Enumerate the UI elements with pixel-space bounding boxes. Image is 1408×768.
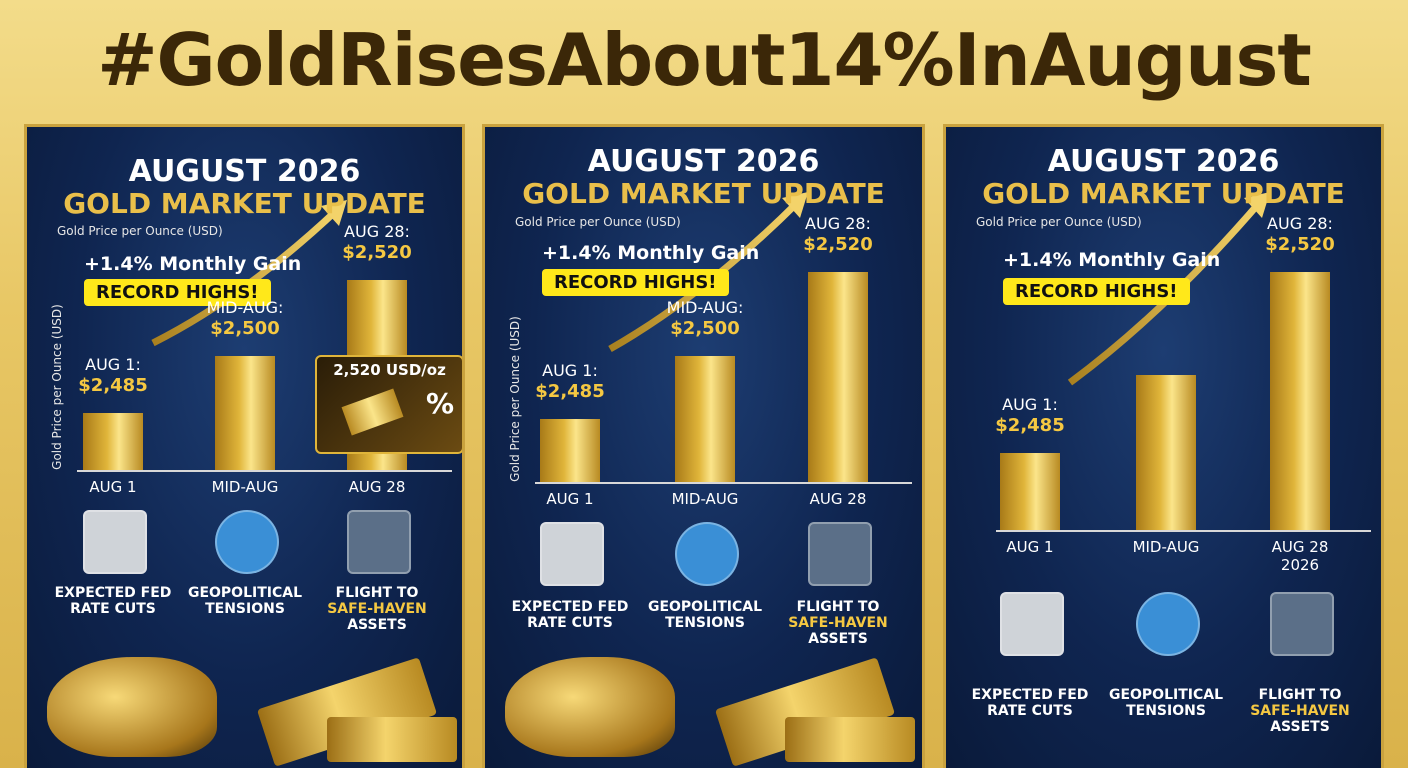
factor-label: RATE CUTS bbox=[527, 615, 613, 631]
factor-icon bbox=[675, 522, 739, 586]
panel-title: AUGUST 2026 bbox=[1047, 144, 1280, 179]
bar bbox=[1270, 272, 1330, 530]
axis-line bbox=[77, 470, 452, 472]
factor-label: SAFE-HAVEN bbox=[1250, 703, 1350, 719]
factor-label: GEOPOLITICAL bbox=[647, 599, 763, 615]
point-label: AUG 1: bbox=[1002, 394, 1058, 414]
factor-label: EXPECTED FED bbox=[511, 599, 629, 615]
factor-label: FLIGHT TO bbox=[796, 599, 880, 615]
annotation: +1.4% Monthly Gain bbox=[1003, 249, 1221, 271]
panel-title: AUGUST 2026 bbox=[587, 144, 820, 179]
panel-subtitle: GOLD MARKET UPDATE bbox=[63, 187, 426, 220]
factor-icon bbox=[540, 522, 604, 586]
chart-note: Gold Price per Ounce (USD) bbox=[976, 215, 1142, 229]
factor-label: FLIGHT TO bbox=[1258, 687, 1342, 703]
point-label: MID-AUG: bbox=[206, 298, 284, 317]
bar bbox=[808, 272, 868, 482]
bar bbox=[215, 356, 275, 470]
price-badge: 2,520 USD/oz% bbox=[315, 355, 462, 454]
x-tick-label: AUG 1 bbox=[1006, 538, 1054, 556]
main-title: #GoldRisesAbout14%InAugust bbox=[97, 18, 1312, 102]
annotation-badge: RECORD HIGHS! bbox=[542, 269, 729, 296]
value-label: $2,485 bbox=[995, 414, 1065, 436]
gold-bars-decoration bbox=[785, 717, 915, 762]
badge-text: 2,520 USD/oz bbox=[333, 361, 446, 379]
point-label: AUG 28: bbox=[805, 214, 871, 233]
panel: AUGUST 2026 GOLD MARKET UPDATE Gold Price … bbox=[27, 127, 462, 768]
bull-decoration bbox=[47, 657, 217, 757]
factor-label: EXPECTED FED bbox=[54, 585, 172, 601]
bar bbox=[1136, 375, 1196, 530]
point-label: MID-AUG: bbox=[666, 298, 744, 317]
point-label: AUG 28: bbox=[1267, 214, 1333, 233]
factor-label: FLIGHT TO bbox=[335, 585, 419, 601]
x-tick-label: AUG 28 bbox=[348, 478, 406, 496]
x-tick-label: AUG 28 bbox=[809, 490, 867, 508]
gold-bars-decoration bbox=[327, 717, 457, 762]
factor-icon bbox=[1270, 592, 1334, 656]
value-label: $2,520 bbox=[1265, 234, 1335, 255]
factor-label: SAFE-HAVEN bbox=[327, 601, 427, 617]
panel: AUGUST 2026 GOLD MARKET UPDATE Gold Price … bbox=[946, 127, 1381, 768]
factor-label: EXPECTED FED bbox=[971, 687, 1089, 703]
chart-note: Gold Price per Ounce (USD) bbox=[57, 224, 223, 238]
gold-bar-icon bbox=[341, 388, 404, 436]
bull-decoration bbox=[505, 657, 675, 757]
value-label: $2,520 bbox=[803, 234, 873, 255]
factor-label: TENSIONS bbox=[1126, 703, 1206, 719]
x-tick-label: AUG 1 bbox=[546, 490, 594, 508]
bar bbox=[83, 413, 143, 470]
x-tick-label: MID-AUG bbox=[671, 490, 739, 508]
factor-icon bbox=[215, 510, 279, 574]
panel-subtitle: GOLD MARKET UPDATE bbox=[982, 177, 1345, 210]
bar bbox=[1000, 452, 1060, 530]
annotation-badge: RECORD HIGHS! bbox=[84, 279, 271, 306]
factor-label: GEOPOLITICAL bbox=[1108, 687, 1224, 703]
chart-note: Gold Price per Ounce (USD) bbox=[515, 215, 681, 229]
factor-label: ASSETS bbox=[1270, 719, 1330, 735]
value-label: $2,500 bbox=[210, 318, 280, 339]
x-tick-label: MID-AUG bbox=[1132, 538, 1200, 556]
x-tick-label: AUG 28 2026 bbox=[1271, 538, 1329, 574]
value-label: $2,500 bbox=[670, 318, 740, 339]
panel: AUGUST 2026 GOLD MARKET UPDATE Gold Price … bbox=[485, 127, 922, 768]
panel-title: AUGUST 2026 bbox=[128, 154, 361, 189]
annotation: +1.4% Monthly Gain bbox=[84, 253, 302, 275]
annotation-badge: RECORD HIGHS! bbox=[1003, 278, 1190, 305]
annotation: +1.4% Monthly Gain bbox=[542, 242, 760, 264]
factor-label: RATE CUTS bbox=[70, 601, 156, 617]
value-label: $2,520 bbox=[342, 242, 412, 263]
x-tick-label: MID-AUG bbox=[211, 478, 279, 496]
value-label: $2,485 bbox=[535, 381, 605, 402]
bar bbox=[540, 419, 600, 482]
factor-label: GEOPOLITICAL bbox=[187, 585, 303, 601]
point-label: AUG 1: bbox=[85, 355, 141, 374]
axis-line bbox=[535, 482, 912, 484]
factor-icon bbox=[347, 510, 411, 574]
factor-label: RATE CUTS bbox=[987, 703, 1073, 719]
factor-label: TENSIONS bbox=[665, 615, 745, 631]
point-label: AUG 1: bbox=[542, 361, 598, 380]
badge-symbol: % bbox=[425, 387, 454, 420]
axis-line bbox=[996, 530, 1371, 532]
factor-label: ASSETS bbox=[808, 631, 868, 647]
point-label: AUG 28: bbox=[344, 222, 410, 241]
factor-icon bbox=[1000, 592, 1064, 656]
factor-icon bbox=[808, 522, 872, 586]
factor-icon bbox=[1136, 592, 1200, 656]
bar bbox=[675, 356, 735, 482]
factor-label: TENSIONS bbox=[205, 601, 285, 617]
factor-label: ASSETS bbox=[347, 617, 407, 633]
factor-icon bbox=[83, 510, 147, 574]
panel-subtitle: GOLD MARKET UPDATE bbox=[522, 177, 885, 210]
factor-label: SAFE-HAVEN bbox=[788, 615, 888, 631]
x-tick-label: AUG 1 bbox=[89, 478, 137, 496]
value-label: $2,485 bbox=[78, 375, 148, 396]
